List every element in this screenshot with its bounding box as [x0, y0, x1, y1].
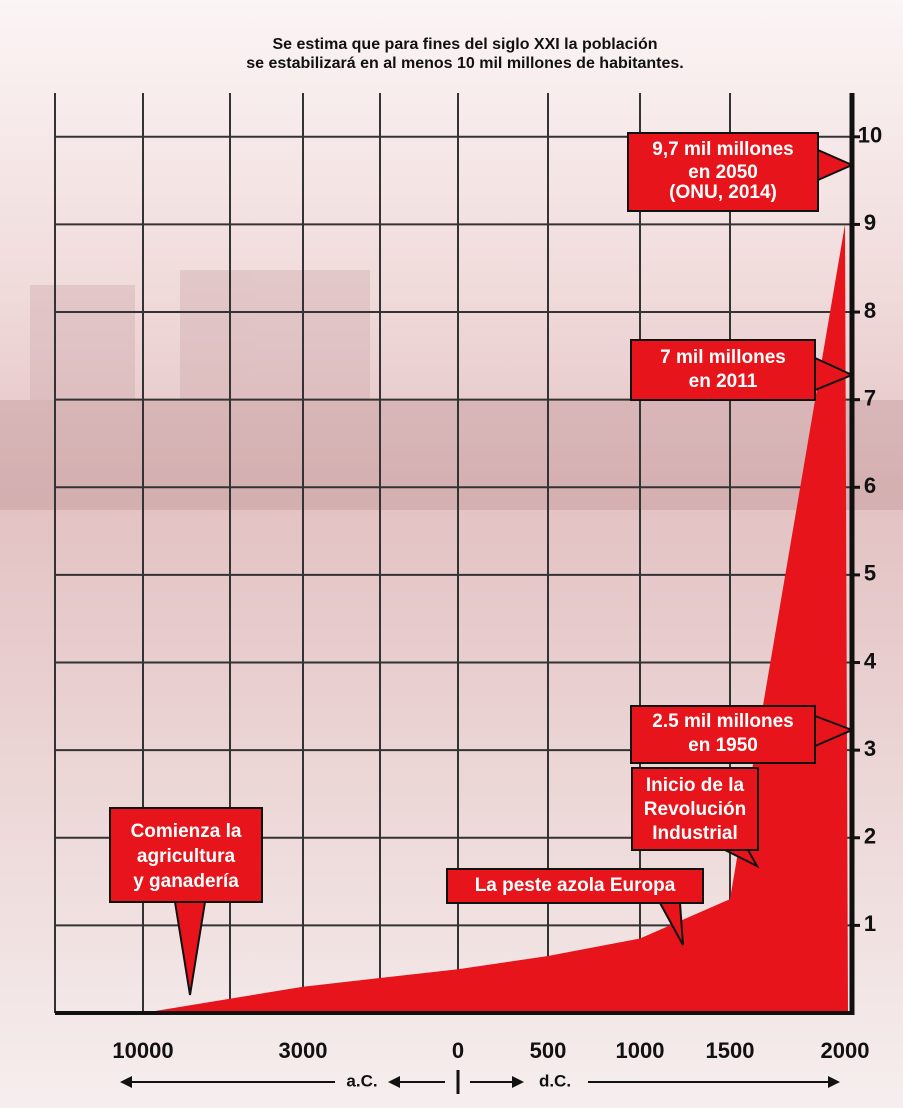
annotation-text: y ganadería — [133, 871, 239, 892]
title-line: se estabilizará en al menos 10 mil millo… — [246, 55, 684, 72]
annotation-text: en 2050 — [688, 162, 758, 183]
x-tick-label: 3000 — [279, 1038, 328, 1063]
era-label: d.C. — [539, 1071, 571, 1090]
y-tick-label: 7 — [864, 385, 876, 410]
y-tick-label: 8 — [864, 298, 876, 323]
x-tick-label: 0 — [452, 1038, 464, 1063]
annotation-text: en 1950 — [688, 735, 758, 756]
annotation-text: 9,7 mil millones — [652, 139, 794, 160]
x-tick-label: 1500 — [706, 1038, 755, 1063]
x-tick-label: 1000 — [616, 1038, 665, 1063]
x-tick-label: 500 — [530, 1038, 567, 1063]
x-tick-label: 2000 — [821, 1038, 870, 1063]
y-tick-label: 2 — [864, 824, 876, 849]
annotation-text: agricultura — [137, 846, 236, 867]
y-tick-label: 4 — [864, 648, 877, 673]
title-line: Se estima que para fines del siglo XXI l… — [273, 36, 658, 53]
annotation-text: 7 mil millones — [660, 347, 786, 368]
annotation-text: Industrial — [652, 823, 738, 844]
chart: Se estima que para fines del siglo XXI l… — [0, 0, 903, 1108]
annotation-text: Revolución — [644, 799, 746, 820]
x-tick-label: 10000 — [112, 1038, 173, 1063]
annotation-text: (ONU, 2014) — [669, 182, 777, 203]
annotation-text: en 2011 — [689, 371, 758, 392]
y-tick-label: 9 — [864, 210, 876, 235]
y-tick-label: 3 — [864, 736, 876, 761]
annotation-text: La peste azola Europa — [475, 875, 676, 896]
annotation-text: Inicio de la — [646, 775, 745, 796]
y-tick-label: 6 — [864, 473, 876, 498]
annotation-text: Comienza la — [131, 821, 242, 842]
y-tick-label: 1 — [864, 911, 876, 936]
y-tick-label: 5 — [864, 561, 876, 586]
era-label: a.C. — [346, 1071, 377, 1090]
y-tick-label: 10 — [858, 123, 882, 148]
annotation-text: 2.5 mil millones — [652, 711, 794, 732]
